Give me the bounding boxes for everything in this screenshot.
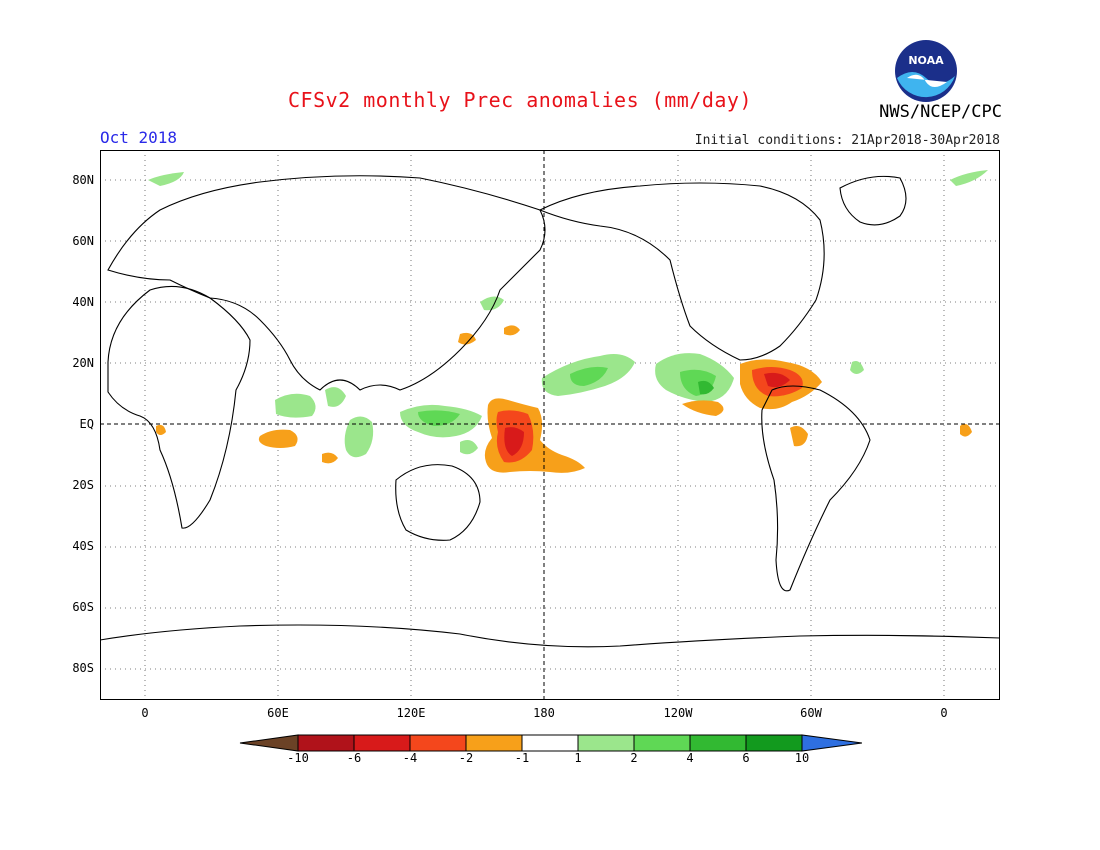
colorbar-tick-label: -4 xyxy=(402,751,418,765)
lon-label: 120E xyxy=(396,706,426,720)
lat-label: 60S xyxy=(72,600,94,614)
colorbar-segment xyxy=(409,734,467,752)
colorbar-tick-label: 6 xyxy=(742,751,750,765)
precip-anomalies xyxy=(148,170,988,473)
colorbar-tick-label: -1 xyxy=(514,751,530,765)
colorbar-segment xyxy=(689,734,747,752)
lat-label: 80S xyxy=(72,661,94,675)
lon-label: 120W xyxy=(663,706,693,720)
coastlines xyxy=(100,175,1000,648)
colorbar-tick-label: -2 xyxy=(458,751,474,765)
lat-label: 80N xyxy=(72,173,94,187)
colorbar-segment xyxy=(465,734,523,752)
noaa-logo: NOAA xyxy=(895,40,957,102)
lat-label: 20N xyxy=(72,356,94,370)
forecast-month: Oct 2018 xyxy=(100,128,178,147)
initial-conditions: Initial conditions: 21Apr2018-30Apr2018 xyxy=(694,133,1000,148)
lat-label: 60N xyxy=(72,234,94,248)
map-panel xyxy=(100,150,1000,700)
colorbar-segment xyxy=(577,734,635,752)
colorbar-tick-label: -10 xyxy=(287,751,309,765)
chart-title: CFSv2 monthly Prec anomalies (mm/day) xyxy=(287,88,753,112)
lon-label: 0 xyxy=(141,706,149,720)
colorbar-segment xyxy=(239,734,299,752)
colorbar-tick-label: -6 xyxy=(346,751,362,765)
colorbar-tick-label: 2 xyxy=(630,751,638,765)
lat-label: 40N xyxy=(72,295,94,309)
colorbar-tick-label: 10 xyxy=(794,751,810,765)
lon-label: 180 xyxy=(533,706,555,720)
lon-label: 0 xyxy=(940,706,948,720)
colorbar-tick-label: 1 xyxy=(574,751,582,765)
org-label: NWS/NCEP/CPC xyxy=(879,102,1002,122)
lon-label: 60W xyxy=(800,706,822,720)
colorbar-tick-label: 4 xyxy=(686,751,694,765)
lat-label: EQ xyxy=(79,417,94,431)
lat-label: 40S xyxy=(72,539,94,553)
colorbar-segment xyxy=(633,734,691,752)
colorbar xyxy=(239,734,862,752)
colorbar-segment xyxy=(521,734,579,752)
logo-text: NOAA xyxy=(908,54,944,67)
colorbar-segment xyxy=(353,734,411,752)
lat-label: 20S xyxy=(72,478,94,492)
colorbar-segment xyxy=(745,734,803,752)
lon-label: 60E xyxy=(267,706,289,720)
colorbar-segment xyxy=(297,734,355,752)
colorbar-segment xyxy=(801,734,862,752)
